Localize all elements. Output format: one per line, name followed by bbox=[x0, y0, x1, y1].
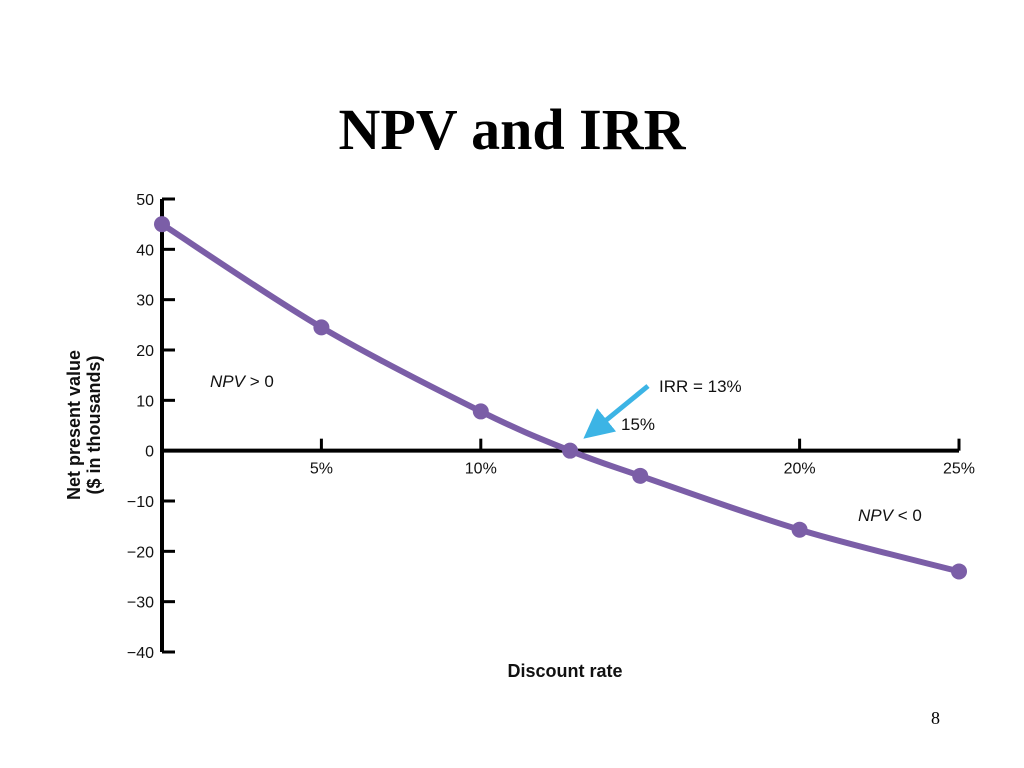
x-axis-label: Discount rate bbox=[507, 661, 622, 681]
ticks: 50 40 30 20 10 0 −10 −20 −30 −40 5% 10% 20% 25% bbox=[127, 192, 975, 662]
y-tick-label: 40 bbox=[136, 242, 154, 259]
series bbox=[154, 216, 967, 580]
irr-label: IRR = 13% bbox=[659, 377, 742, 396]
y-tick-label: 50 bbox=[136, 192, 154, 209]
npv-negative-suffix: < 0 bbox=[893, 506, 922, 525]
y-axis-label-line2: ($ in thousands) bbox=[84, 355, 104, 494]
y-axis-label-line1: Net present value bbox=[64, 350, 84, 500]
x-tick-label: 5% bbox=[310, 461, 333, 478]
data-point bbox=[313, 319, 330, 336]
npv-negative-annotation: NPV < 0 bbox=[858, 506, 922, 525]
y-tick-label: −40 bbox=[127, 645, 154, 662]
x-tick-label: 25% bbox=[943, 461, 975, 478]
data-point bbox=[632, 467, 649, 484]
data-point bbox=[791, 521, 808, 538]
data-point bbox=[472, 403, 489, 420]
irr-sub-label: 15% bbox=[621, 415, 655, 434]
x-tick-label: 10% bbox=[465, 461, 497, 478]
slide-title: NPV and IRR bbox=[338, 97, 686, 162]
y-axis-label: Net present value ($ in thousands) bbox=[64, 350, 104, 500]
y-tick-label: −10 bbox=[127, 494, 154, 511]
npv-positive-suffix: > 0 bbox=[245, 372, 274, 391]
data-point bbox=[951, 563, 967, 580]
y-tick-label: −20 bbox=[127, 544, 154, 561]
npv-negative-prefix: NPV bbox=[858, 506, 895, 525]
data-point bbox=[562, 442, 579, 459]
npv-curve bbox=[159, 221, 962, 575]
y-tick-label: 10 bbox=[136, 393, 154, 410]
npv-positive-prefix: NPV bbox=[210, 372, 247, 391]
y-tick-label: 0 bbox=[145, 444, 154, 461]
axes bbox=[160, 199, 959, 652]
y-tick-label: 20 bbox=[136, 343, 154, 360]
irr-arrow bbox=[583, 384, 650, 439]
y-tick-label: 30 bbox=[136, 293, 154, 310]
y-tick-label: −30 bbox=[127, 595, 154, 612]
npv-positive-annotation: NPV > 0 bbox=[210, 372, 274, 391]
page-number: 8 bbox=[931, 708, 940, 728]
x-tick-label: 20% bbox=[784, 461, 816, 478]
data-point bbox=[154, 216, 170, 233]
